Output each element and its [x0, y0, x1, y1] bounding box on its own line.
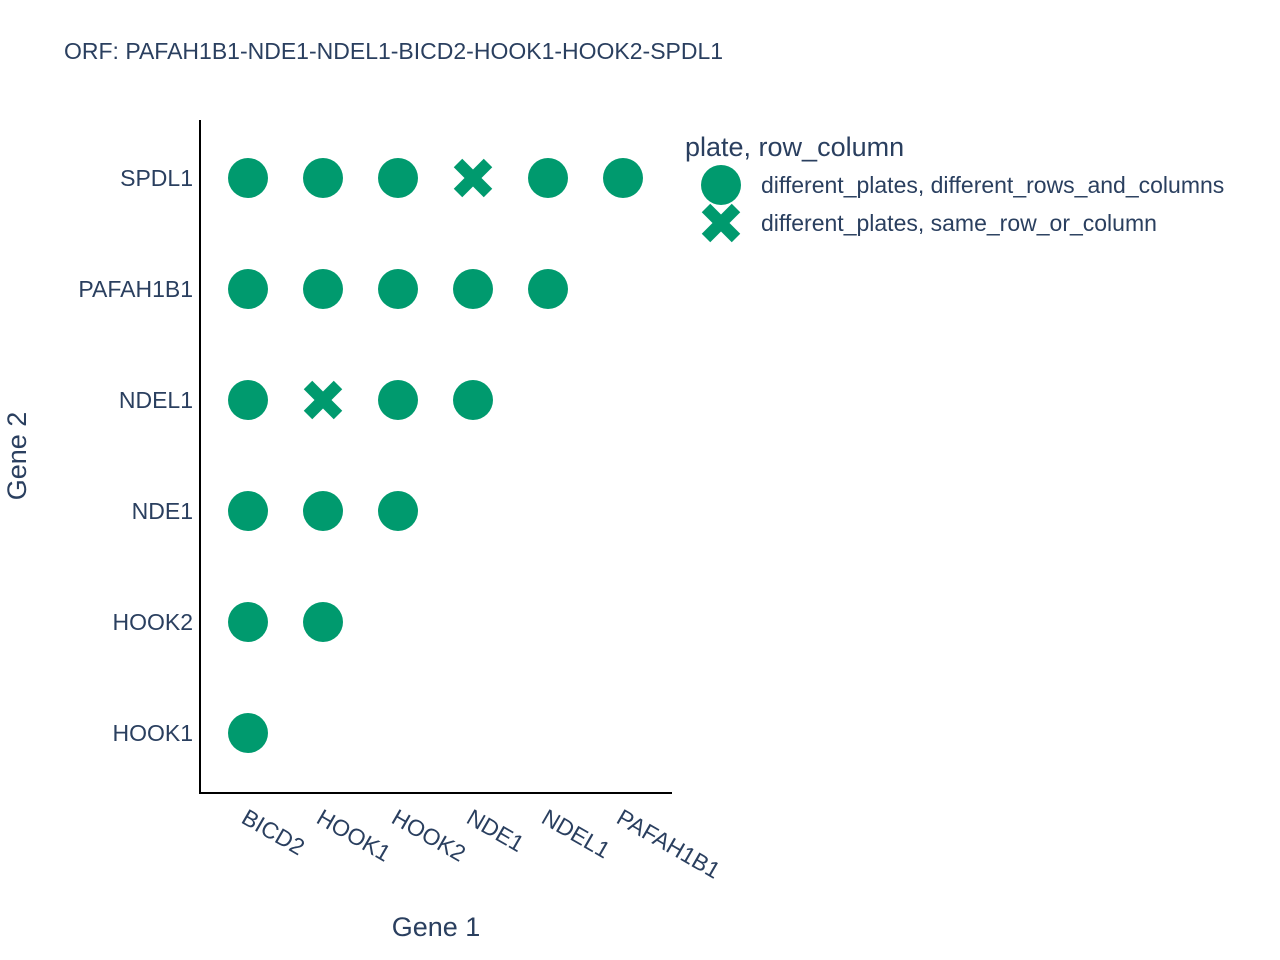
marker-nde1-pafah1b1	[453, 269, 493, 309]
marker-hook1-hook2	[303, 602, 343, 642]
legend-symbol-circle	[701, 165, 741, 205]
y-tick-label-hook1: HOOK1	[112, 720, 193, 746]
marker-bicd2-spdl1	[228, 158, 268, 198]
marker-nde1-spdl1	[453, 158, 493, 198]
marker-ndel1-spdl1	[528, 158, 568, 198]
marker-hook2-spdl1	[378, 158, 418, 198]
x-tick-label-nde1: NDE1	[463, 804, 529, 857]
chart-title: ORF: PAFAH1B1-NDE1-NDEL1-BICD2-HOOK1-HOO…	[64, 38, 723, 64]
x-tick-label-hook2: HOOK2	[388, 804, 471, 867]
marker-hook2-pafah1b1	[378, 269, 418, 309]
y-tick-label-spdl1: SPDL1	[120, 165, 193, 191]
marker-hook2-ndel1	[378, 380, 418, 420]
x-tick-label-bicd2: BICD2	[238, 804, 310, 860]
x-tick-label-pafah1b1: PAFAH1B1	[613, 804, 725, 884]
marker-pafah1b1-spdl1	[603, 158, 643, 198]
x-tick-label-ndel1: NDEL1	[538, 804, 615, 864]
marker-ndel1-pafah1b1	[528, 269, 568, 309]
legend-label-1: different_plates, different_rows_and_col…	[761, 172, 1224, 198]
legend: plate, row_column different_plates, diff…	[685, 132, 1224, 243]
legend-title: plate, row_column	[685, 132, 904, 162]
x-tick-label-hook1: HOOK1	[313, 804, 396, 867]
marker-hook1-nde1	[303, 491, 343, 531]
x-axis-title: Gene 1	[392, 912, 481, 942]
y-tick-label-nde1: NDE1	[132, 498, 193, 524]
y-axis-title: Gene 2	[2, 412, 32, 501]
marker-hook1-spdl1	[303, 158, 343, 198]
marker-bicd2-ndel1	[228, 380, 268, 420]
y-tick-label-ndel1: NDEL1	[119, 387, 193, 413]
marker-bicd2-nde1	[228, 491, 268, 531]
marker-bicd2-pafah1b1	[228, 269, 268, 309]
marker-hook1-ndel1	[303, 380, 343, 420]
marker-bicd2-hook1	[228, 713, 268, 753]
y-tick-label-pafah1b1: PAFAH1B1	[78, 276, 193, 302]
legend-label-2: different_plates, same_row_or_column	[761, 210, 1157, 236]
legend-symbol-x	[701, 203, 741, 243]
marker-nde1-ndel1	[453, 380, 493, 420]
marker-hook2-nde1	[378, 491, 418, 531]
y-tick-label-hook2: HOOK2	[112, 609, 193, 635]
marker-hook1-pafah1b1	[303, 269, 343, 309]
marker-bicd2-hook2	[228, 602, 268, 642]
